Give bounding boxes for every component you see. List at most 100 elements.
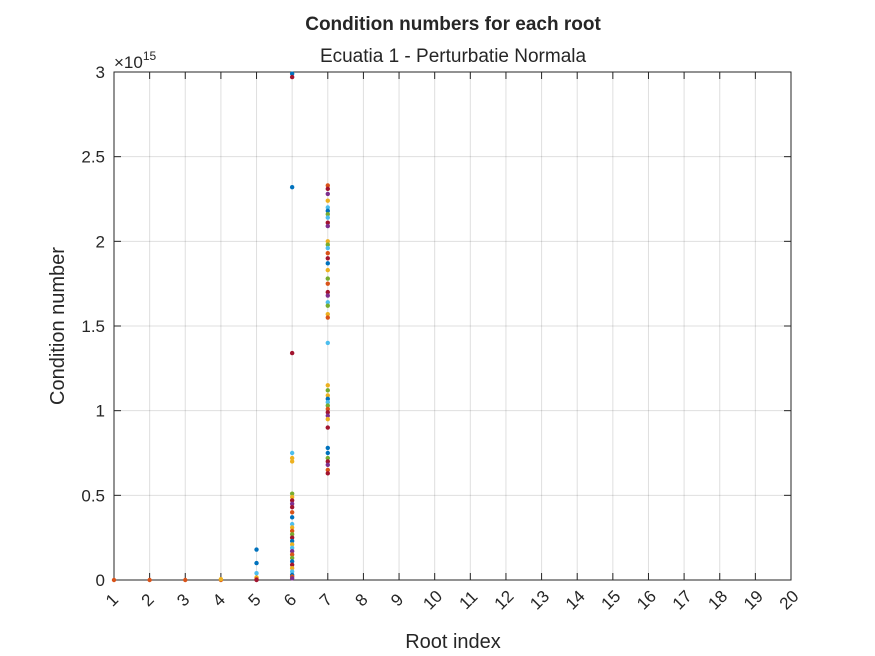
data-point (289, 552, 295, 557)
data-point (289, 559, 295, 564)
data-point (325, 406, 330, 412)
data-point (325, 455, 330, 461)
data-point (289, 494, 295, 500)
data-point (289, 528, 295, 534)
data-point (289, 350, 295, 356)
data-point (289, 565, 295, 571)
data-point (289, 504, 295, 510)
data-point (325, 416, 330, 422)
data-point (325, 383, 330, 388)
data-point (325, 400, 330, 405)
data-point (325, 239, 330, 244)
data-point (325, 388, 330, 393)
data-point (147, 577, 152, 583)
data-point (325, 215, 330, 220)
data-point (289, 562, 295, 567)
data-point (183, 577, 188, 583)
grid-lines (113, 71, 792, 581)
data-point (254, 571, 259, 576)
chart-title: Condition numbers for each root (305, 14, 601, 35)
data-point (289, 184, 295, 190)
data-point (111, 577, 117, 583)
data-point (218, 576, 224, 582)
data-point (325, 205, 330, 210)
y-tick-label: 2 (96, 232, 105, 251)
data-point (325, 208, 330, 214)
data-point (325, 191, 330, 197)
x-axis-label: Root index (405, 631, 501, 653)
chart-subtitle: Ecuatia 1 - Perturbatie Normala (320, 46, 587, 67)
data-point (325, 471, 330, 476)
data-point (325, 261, 330, 266)
y-tick-label: 3 (96, 63, 105, 82)
data-point (325, 445, 330, 451)
y-tick-label: 2.5 (81, 148, 105, 167)
data-point (325, 281, 330, 286)
data-point (289, 569, 295, 574)
data-point (254, 560, 259, 566)
data-point (325, 256, 330, 261)
y-tick-label: 0 (96, 571, 105, 590)
y-axis-exponent-power: 15 (143, 49, 157, 63)
data-point (325, 220, 330, 225)
data-point (325, 223, 330, 229)
data-point (325, 410, 330, 415)
data-point (325, 267, 330, 273)
data-point (325, 300, 330, 305)
data-point (289, 459, 295, 464)
data-point (325, 462, 330, 468)
data-point (289, 521, 295, 527)
data-point (289, 549, 295, 554)
data-point (325, 459, 330, 464)
data-point (289, 74, 295, 80)
y-axis-exponent: ×1015 (114, 49, 157, 72)
data-point (289, 510, 295, 515)
y-axis-exponent-base: ×10 (114, 53, 143, 72)
data-point (325, 340, 330, 346)
data-point (325, 396, 330, 402)
y-tick-label: 1.5 (81, 317, 105, 336)
data-point (325, 393, 330, 398)
data-point (289, 532, 295, 537)
data-point (289, 555, 295, 561)
data-point (289, 542, 295, 547)
data-point (254, 577, 259, 583)
data-point (289, 450, 295, 456)
data-point (325, 289, 330, 295)
data-point (325, 315, 330, 320)
data-point (325, 212, 330, 217)
data-point (325, 303, 330, 308)
data-point (325, 250, 330, 256)
data-point (254, 547, 259, 552)
data-point (325, 467, 330, 473)
y-tick-label: 1 (96, 402, 105, 421)
data-point (289, 455, 295, 461)
y-tick-label: 0.5 (81, 486, 105, 505)
data-point (325, 276, 330, 281)
data-point (325, 425, 330, 430)
y-axis-label: Condition number (47, 247, 69, 405)
data-point (325, 311, 330, 317)
data-point (325, 242, 330, 247)
data-point (289, 538, 295, 544)
data-point (325, 183, 330, 188)
data-point (289, 498, 295, 503)
data-point (325, 413, 330, 418)
data-point (289, 525, 295, 530)
data-point (325, 450, 330, 456)
data-point (325, 245, 330, 251)
data-point (289, 515, 295, 520)
data-point (289, 71, 295, 76)
data-point (289, 545, 295, 551)
data-point (325, 186, 330, 192)
data-point (289, 576, 295, 581)
data-point (289, 501, 295, 506)
data-point (325, 403, 330, 408)
y-tick-labels: 0 0.5 1 1.5 2 2.5 3 (81, 63, 105, 590)
data-point (289, 491, 295, 496)
data-points (111, 71, 330, 583)
data-point (289, 535, 295, 540)
data-point (325, 293, 330, 298)
data-point (325, 198, 330, 203)
